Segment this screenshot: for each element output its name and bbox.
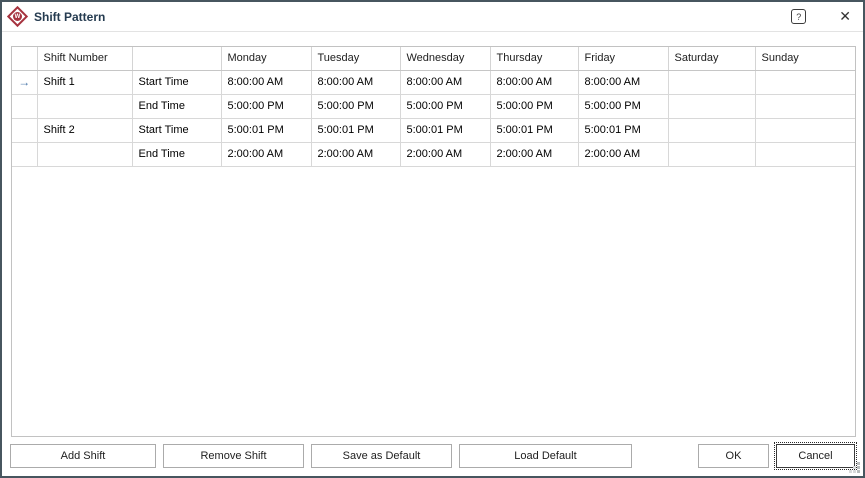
grid-cell-shift-number[interactable]: Shift 2 bbox=[37, 118, 133, 143]
grid-cell-saturday[interactable] bbox=[668, 70, 756, 95]
grid-cell-saturday[interactable] bbox=[668, 118, 756, 143]
close-icon[interactable]: ✕ bbox=[839, 8, 851, 25]
column-header-sunday[interactable]: Sunday bbox=[755, 47, 855, 71]
column-header-friday[interactable]: Friday bbox=[578, 47, 669, 71]
help-icon[interactable]: ? bbox=[791, 9, 807, 24]
grid-cell-time-label[interactable]: End Time bbox=[132, 94, 222, 119]
add-shift-button[interactable]: Add Shift bbox=[10, 444, 156, 468]
row-indicator-cell: → bbox=[12, 70, 38, 95]
row-indicator-cell bbox=[12, 142, 38, 167]
grid-cell-sunday[interactable] bbox=[755, 94, 855, 119]
grid-cell-friday[interactable]: 8:00:00 AM bbox=[578, 70, 669, 95]
window-title: Shift Pattern bbox=[34, 9, 106, 24]
row-indicator-cell bbox=[12, 118, 38, 143]
column-header-saturday[interactable]: Saturday bbox=[668, 47, 756, 71]
grid-cell-time-label[interactable]: Start Time bbox=[132, 70, 222, 95]
grid-cell-sunday[interactable] bbox=[755, 142, 855, 167]
grid-cell-time-label[interactable]: Start Time bbox=[132, 118, 222, 143]
grid-cell-thursday[interactable]: 5:00:00 PM bbox=[490, 94, 579, 119]
column-header-thursday[interactable]: Thursday bbox=[490, 47, 579, 71]
grid-cell-wednesday[interactable]: 5:00:00 PM bbox=[400, 94, 491, 119]
grid-cell-saturday[interactable] bbox=[668, 94, 756, 119]
column-header-shift-number[interactable]: Shift Number bbox=[37, 47, 133, 71]
grid-cell-wednesday[interactable]: 2:00:00 AM bbox=[400, 142, 491, 167]
grid-cell-monday[interactable]: 8:00:00 AM bbox=[221, 70, 312, 95]
shift-grid: Shift Number Monday Tuesday Wednesday Th… bbox=[11, 46, 856, 437]
shift-row-start-time-2: Shift 2 Start Time 5:00:01 PM 5:00:01 PM… bbox=[12, 118, 855, 143]
grid-cell-sunday[interactable] bbox=[755, 70, 855, 95]
button-bar: Add Shift Remove Shift Save as Default L… bbox=[10, 442, 857, 470]
column-header-indicator bbox=[12, 47, 38, 71]
load-default-button[interactable]: Load Default bbox=[459, 444, 632, 468]
grid-cell-thursday[interactable]: 5:00:01 PM bbox=[490, 118, 579, 143]
grid-cell-shift-number[interactable] bbox=[37, 94, 133, 119]
remove-shift-button[interactable]: Remove Shift bbox=[163, 444, 304, 468]
grid-cell-friday[interactable]: 2:00:00 AM bbox=[578, 142, 669, 167]
grid-cell-monday[interactable]: 5:00:00 PM bbox=[221, 94, 312, 119]
grid-cell-shift-number[interactable] bbox=[37, 142, 133, 167]
save-as-default-button[interactable]: Save as Default bbox=[311, 444, 452, 468]
header-row: Shift Number Monday Tuesday Wednesday Th… bbox=[12, 47, 855, 71]
shift-table: Shift Number Monday Tuesday Wednesday Th… bbox=[12, 47, 855, 167]
shift-row-start-time-1: → Shift 1 Start Time 8:00:00 AM 8:00:00 … bbox=[12, 70, 855, 95]
resize-grip[interactable] bbox=[848, 461, 861, 474]
column-header-wednesday[interactable]: Wednesday bbox=[400, 47, 491, 71]
grid-cell-tuesday[interactable]: 5:00:01 PM bbox=[311, 118, 401, 143]
grid-cell-tuesday[interactable]: 2:00:00 AM bbox=[311, 142, 401, 167]
column-header-monday[interactable]: Monday bbox=[221, 47, 312, 71]
row-indicator-cell bbox=[12, 94, 38, 119]
ok-button[interactable]: OK bbox=[698, 444, 769, 468]
column-header-tuesday[interactable]: Tuesday bbox=[311, 47, 401, 71]
titlebar: W Shift Pattern ? ✕ bbox=[2, 2, 863, 32]
grid-cell-tuesday[interactable]: 8:00:00 AM bbox=[311, 70, 401, 95]
grid-cell-wednesday[interactable]: 8:00:00 AM bbox=[400, 70, 491, 95]
grid-cell-monday[interactable]: 5:00:01 PM bbox=[221, 118, 312, 143]
grid-cell-saturday[interactable] bbox=[668, 142, 756, 167]
shift-row-end-time-2: End Time 2:00:00 AM 2:00:00 AM 2:00:00 A… bbox=[12, 142, 855, 167]
grid-cell-wednesday[interactable]: 5:00:01 PM bbox=[400, 118, 491, 143]
grid-cell-time-label[interactable]: End Time bbox=[132, 142, 222, 167]
column-header-time-label[interactable] bbox=[132, 47, 222, 71]
shift-row-end-time-1: End Time 5:00:00 PM 5:00:00 PM 5:00:00 P… bbox=[12, 94, 855, 119]
grid-cell-friday[interactable]: 5:00:01 PM bbox=[578, 118, 669, 143]
grid-cell-thursday[interactable]: 8:00:00 AM bbox=[490, 70, 579, 95]
app-logo-icon: W bbox=[6, 5, 29, 28]
grid-cell-friday[interactable]: 5:00:00 PM bbox=[578, 94, 669, 119]
current-row-arrow-icon: → bbox=[18, 75, 31, 89]
grid-cell-tuesday[interactable]: 5:00:00 PM bbox=[311, 94, 401, 119]
grid-cell-shift-number[interactable]: Shift 1 bbox=[37, 70, 133, 95]
grid-cell-thursday[interactable]: 2:00:00 AM bbox=[490, 142, 579, 167]
grid-cell-sunday[interactable] bbox=[755, 118, 855, 143]
cancel-button[interactable]: Cancel bbox=[774, 442, 857, 470]
grid-cell-monday[interactable]: 2:00:00 AM bbox=[221, 142, 312, 167]
